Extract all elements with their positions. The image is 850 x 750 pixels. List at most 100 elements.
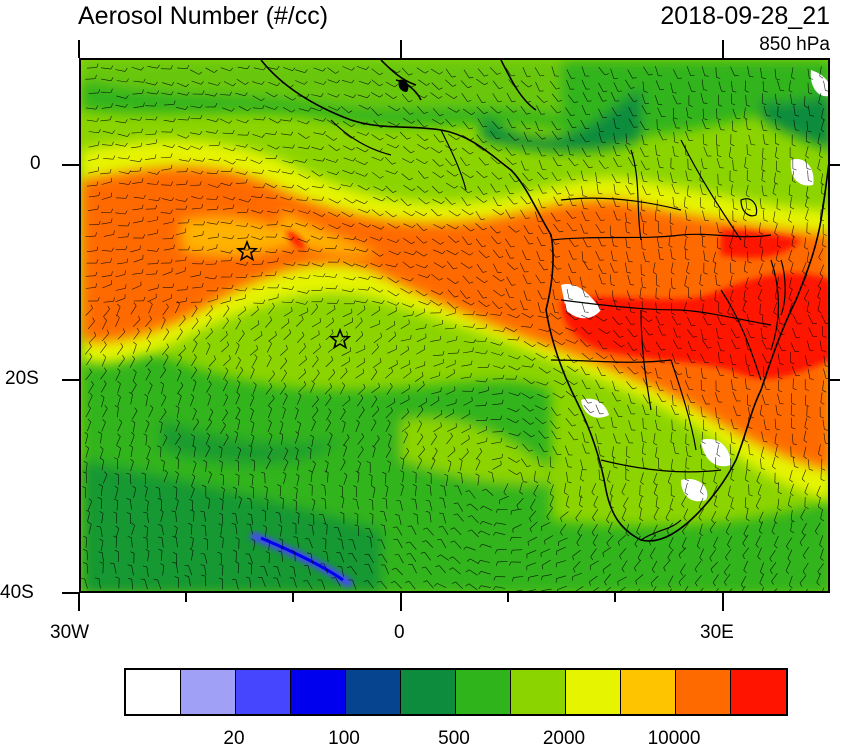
wind-barb <box>266 343 272 353</box>
wind-barb <box>577 523 583 533</box>
wind-barb <box>612 290 614 301</box>
wind-barb <box>684 275 688 286</box>
wind-barb-flag <box>593 504 597 509</box>
wind-barb-flag <box>378 306 381 311</box>
wind-barb <box>162 306 169 316</box>
wind-barb-flag <box>662 139 668 141</box>
wind-barb <box>327 446 331 457</box>
wind-barb-flag <box>147 368 151 372</box>
wind-barb <box>699 184 703 195</box>
wind-barb <box>267 408 273 419</box>
wind-barb <box>475 327 486 330</box>
wind-barb <box>117 331 126 340</box>
wind-barb <box>235 359 241 370</box>
wind-barb <box>100 172 111 175</box>
wind-barb <box>520 458 528 467</box>
wind-barb-flag <box>574 101 579 103</box>
wind-barb <box>731 120 734 131</box>
wind-barb-flag <box>412 310 414 315</box>
wind-barb-flag <box>394 554 399 556</box>
wind-barb-flag <box>777 245 781 248</box>
wind-barb <box>220 448 223 459</box>
wind-barb <box>789 302 793 313</box>
wind-barb <box>163 248 174 251</box>
wind-barb <box>807 170 809 181</box>
wind-barb <box>237 563 240 574</box>
wind-barb <box>613 157 619 167</box>
wind-barb <box>237 66 248 70</box>
wind-barb-flag <box>642 452 647 456</box>
wind-barb-flag <box>501 453 503 458</box>
wind-barb-flag <box>142 89 144 94</box>
wind-barb <box>576 534 583 543</box>
wind-barb-flag <box>517 367 521 371</box>
wind-barb-flag <box>170 209 173 214</box>
wind-barb-flag <box>641 248 646 251</box>
wind-barb-flag <box>438 302 443 306</box>
wind-barb <box>641 277 643 288</box>
wind-barb-flag <box>202 90 205 95</box>
wind-barb-flag <box>703 429 708 432</box>
wind-barb <box>102 130 113 134</box>
aerosol-map <box>79 58 830 593</box>
wind-barb-flag <box>712 494 717 498</box>
wind-barb-flag <box>341 382 346 386</box>
wind-barb-flag <box>186 135 190 139</box>
wind-barb-flag <box>172 144 175 148</box>
wind-barb-flag <box>618 165 623 167</box>
wind-barb <box>617 576 627 582</box>
wind-barb-flag <box>730 272 735 275</box>
wind-barb-flag <box>773 220 777 224</box>
wind-barb-flag <box>709 529 713 534</box>
wind-barb-flag <box>400 470 404 473</box>
wind-barb-flag <box>103 317 107 321</box>
wind-barb <box>670 172 674 183</box>
wind-barb <box>642 417 644 429</box>
wind-barb <box>265 106 275 110</box>
wind-barb <box>402 106 411 115</box>
wind-barb <box>355 120 365 126</box>
wind-barb <box>310 383 315 393</box>
wind-barb-flag <box>825 90 828 92</box>
wind-barb <box>252 107 263 109</box>
wind-barb <box>792 327 797 338</box>
wind-barb <box>598 160 605 169</box>
wind-barb <box>162 565 165 576</box>
wind-barb-flag <box>367 106 371 110</box>
wind-barb-flag <box>247 65 250 69</box>
wind-barb <box>698 508 704 518</box>
wind-barb-flag <box>619 335 624 338</box>
wind-barb-flag <box>261 97 265 102</box>
wind-barb-flag <box>703 143 708 146</box>
wind-barb-flag <box>337 565 342 568</box>
wind-barb <box>748 134 752 145</box>
wind-barb-flag <box>777 508 782 511</box>
wind-barb <box>650 575 659 584</box>
wind-barb <box>745 184 749 195</box>
wind-barb-flag <box>774 297 779 301</box>
wind-barb <box>280 196 290 201</box>
wind-barb <box>715 392 719 402</box>
wind-barb-flag <box>276 65 280 70</box>
wind-barb-flag <box>99 511 104 514</box>
wind-barb <box>460 262 470 269</box>
wind-barb-flag <box>109 169 112 173</box>
wind-barb-flag <box>742 555 746 560</box>
wind-barb <box>144 579 148 590</box>
wind-barb <box>238 105 248 112</box>
wind-barb <box>477 118 484 128</box>
wind-barb <box>175 511 177 522</box>
wind-barb-flag <box>453 502 458 504</box>
wind-barb-flag <box>542 421 547 424</box>
wind-barb <box>327 67 336 74</box>
wind-barb <box>670 431 673 442</box>
wind-barb-flag <box>745 234 750 237</box>
wind-barb <box>612 381 616 391</box>
wind-barb-flag <box>672 429 677 432</box>
wind-barb-flag <box>703 167 708 170</box>
wind-barb <box>550 212 557 222</box>
wind-barb <box>236 225 247 227</box>
wind-barb <box>565 210 573 219</box>
wind-barb <box>655 446 658 457</box>
wind-barb-flag <box>732 130 737 133</box>
